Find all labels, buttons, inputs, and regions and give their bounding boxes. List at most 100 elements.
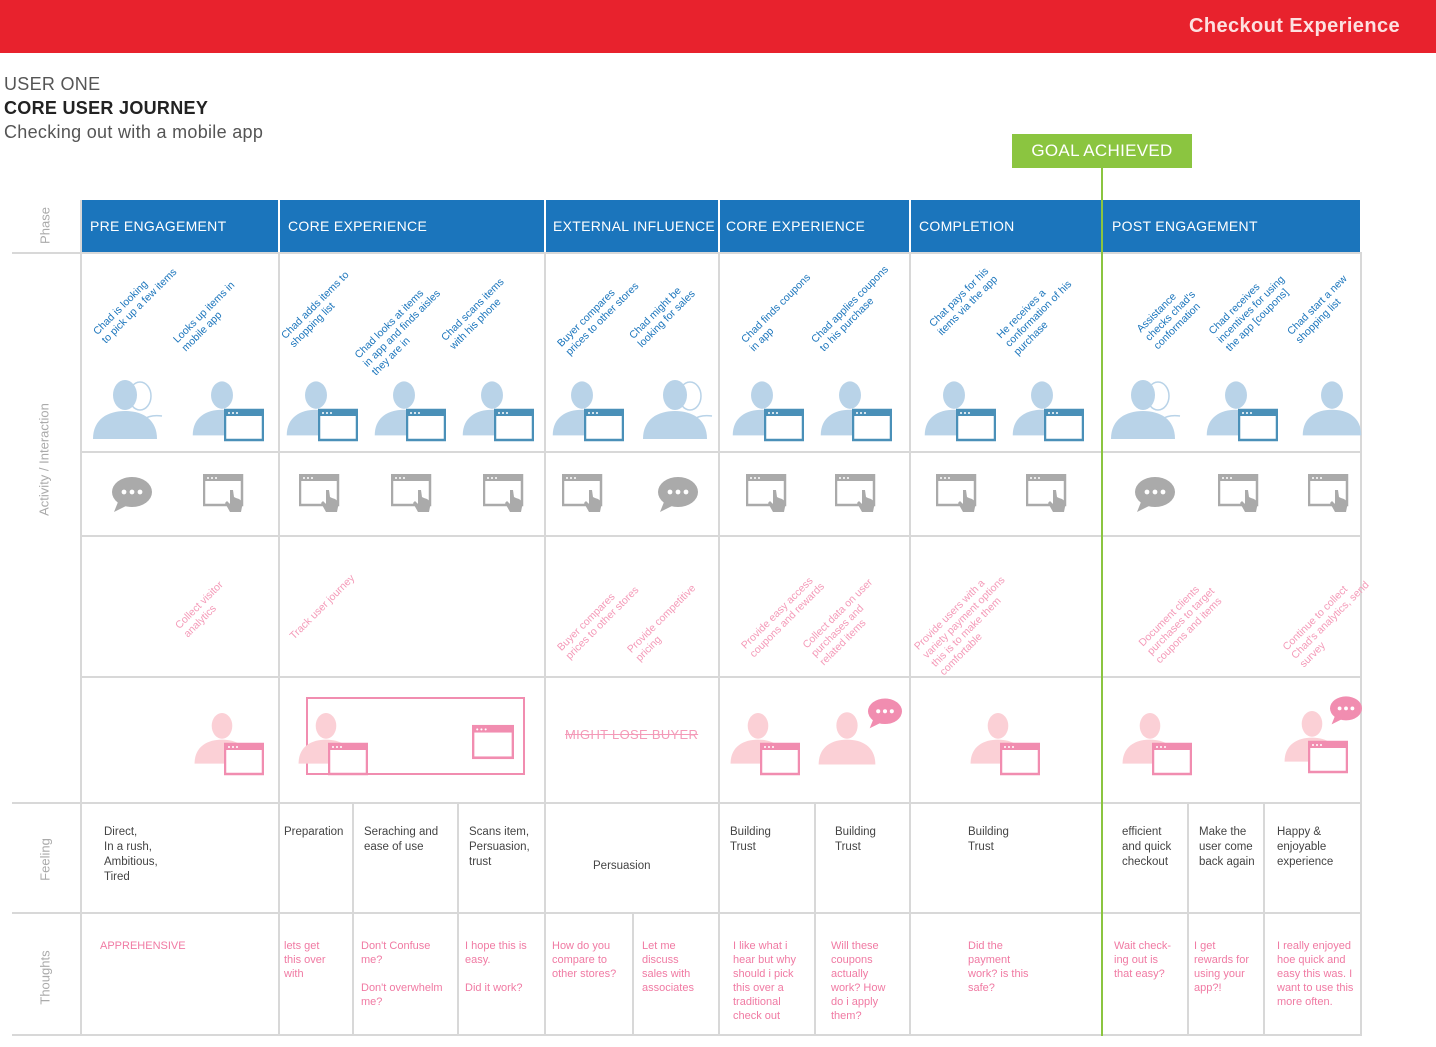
thought-text: I like what i hear but why should i pick… (733, 940, 796, 1022)
thought-text: I get rewards for using your app?! (1194, 940, 1250, 994)
chat-bubble-icon (656, 474, 700, 514)
activity-label: Assistance checks chad's conformation (1134, 288, 1203, 352)
banner-title: Checkout Experience (1188, 15, 1400, 37)
persona-with-app-icon (924, 381, 996, 442)
grid-line (82, 676, 1362, 678)
opportunity-label: Continue to collect Chad's analytics, se… (1280, 578, 1372, 670)
activity-label: Chad looks at items in app and finds ais… (352, 287, 443, 378)
persona-outline-icon (1111, 380, 1198, 439)
opportunity-label: Provide users with a variety payment opt… (912, 574, 1008, 678)
feeling-text: Building Trust (730, 826, 771, 853)
pain-point-label: MIGHT LOSE BUYER (565, 727, 699, 742)
grid-line (352, 804, 354, 1034)
thought-text: I hope this is easy. Did it work? (465, 940, 527, 994)
persona-with-app-icon (820, 381, 892, 442)
persona-with-app-icon (1122, 713, 1192, 776)
thought-text: How do you compare to other stores? (552, 940, 617, 980)
grid-line (80, 200, 82, 252)
journey-title: CORE USER JOURNEY (4, 98, 209, 118)
thought-text: APPREHENSIVE (100, 940, 186, 952)
persona-with-app-icon (732, 381, 804, 442)
grid-line (12, 1034, 1362, 1036)
activity-label: Buyer compares prices to other stores (555, 280, 642, 358)
app-tap-icon (1218, 474, 1262, 514)
phase-divider (278, 200, 280, 252)
persona-with-app-icon (286, 381, 358, 442)
app-tap-icon (299, 474, 343, 514)
persona-with-app-icon (374, 381, 446, 442)
phase-divider (544, 200, 546, 252)
grid-line (457, 804, 459, 1034)
app-tap-icon (936, 474, 980, 514)
feeling-text: Preparation (284, 826, 344, 838)
activity-label: Chad scans items with his phone (439, 276, 507, 352)
pain-point-frame (306, 697, 525, 775)
phase-external-influence: EXTERNAL INFLUENCE (553, 218, 716, 234)
feeling-text: Happy & enjoyable experience (1277, 826, 1334, 868)
activity-label: He receives a conformation of his purcha… (994, 278, 1075, 358)
persona-outline-icon (93, 380, 180, 439)
persona-speaking-app-icon (1284, 696, 1362, 774)
app-tap-icon (483, 474, 527, 514)
opportunity-label: Track user journey (287, 572, 358, 642)
app-tap-icon (1308, 474, 1352, 514)
grid-line (12, 252, 1362, 254)
feeling-text: Building Trust (835, 826, 876, 853)
thought-text: Wait check- ing out is that easy? (1114, 940, 1172, 980)
app-tap-icon (746, 474, 790, 514)
row-label-thoughts: Thoughts (37, 950, 53, 1005)
app-tap-icon (391, 474, 435, 514)
persona-with-app-icon (552, 381, 624, 442)
row-label-activity: Activity / Interaction (36, 403, 52, 516)
phase-core-experience: CORE EXPERIENCE (726, 218, 866, 234)
persona-outline-icon (643, 380, 730, 439)
grid-line (1187, 804, 1189, 1034)
activity-label: Chad start a new shopping list (1285, 272, 1350, 346)
phase-divider (718, 200, 720, 252)
grid-line (12, 912, 1362, 914)
grid-line (278, 252, 280, 1036)
grid-line (814, 804, 816, 1034)
app-tap-icon (203, 474, 247, 514)
feeling-text: Seraching and ease of use (364, 826, 439, 853)
app-screen-icon (472, 724, 514, 760)
thought-text: Let me discuss sales with associates (642, 940, 694, 994)
grid-line (80, 252, 82, 1036)
goal-line (1101, 168, 1103, 1036)
activity-label: Chad adds items to shopping list (279, 269, 352, 350)
persona-with-app-icon (194, 713, 264, 776)
phase-completion: COMPLETION (919, 218, 1015, 234)
opportunity-label: Collect visitor analytics (173, 578, 226, 640)
persona-icon (1302, 381, 1362, 436)
feeling-text: Scans item, Persuasion, trust (469, 826, 530, 868)
persona-with-app-icon (970, 713, 1040, 776)
feeling-text: Direct, In a rush, Ambitious, Tired (104, 826, 158, 883)
persona-with-app-icon (298, 713, 368, 776)
app-tap-icon (562, 474, 606, 514)
phase-pre-engagement: PRE ENGAGEMENT (90, 218, 227, 234)
grid-line (544, 252, 546, 1036)
activity-label: Chat pays for his items via the app (927, 265, 1001, 338)
feeling-text: Make the user come back again (1199, 826, 1255, 868)
persona-with-app-icon (730, 713, 800, 776)
row-label-phase: Phase (37, 207, 53, 244)
activity-label: Looks up items in mobile app (171, 279, 238, 354)
persona-speaking-icon (818, 698, 902, 765)
journey-subtitle: Checking out with a mobile app (4, 122, 264, 142)
app-tap-icon (1026, 474, 1070, 514)
persona-with-app-icon (462, 381, 534, 442)
chat-bubble-icon (1133, 474, 1177, 514)
feeling-text: Building Trust (968, 826, 1009, 853)
row-label-feeling: Feeling (37, 838, 53, 881)
grid-line (1263, 804, 1265, 1034)
thought-text: I really enjoyed hoe quick and easy this… (1277, 940, 1354, 1008)
activity-label: Chad receives incentives for using the a… (1206, 273, 1292, 354)
grid-line (632, 914, 634, 1034)
chat-bubble-icon (110, 474, 154, 514)
app-tap-icon (835, 474, 879, 514)
persona-with-app-icon (192, 381, 264, 442)
phase-core-experience: CORE EXPERIENCE (288, 218, 428, 234)
feeling-text: efficient and quick checkout (1122, 826, 1172, 868)
thought-text: Did the payment work? is this safe? (968, 940, 1029, 994)
grid-line (1360, 252, 1362, 1036)
